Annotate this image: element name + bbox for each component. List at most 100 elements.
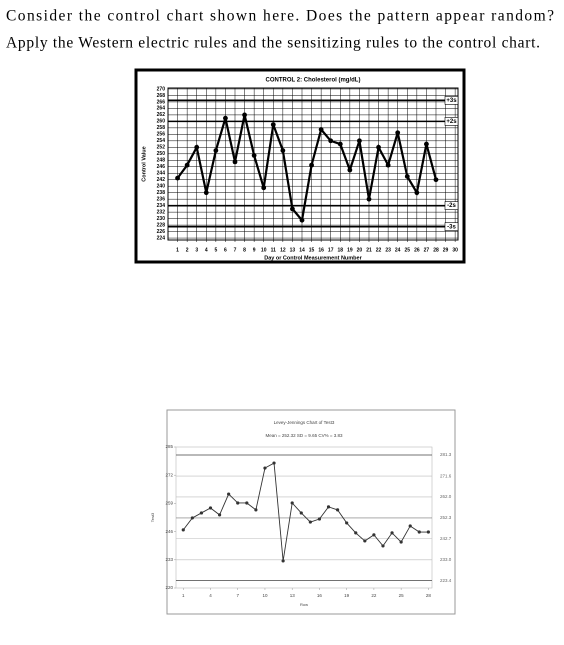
data-point	[270, 122, 276, 128]
data-point	[366, 196, 372, 202]
x-tick-label: 4	[209, 593, 212, 598]
data-point	[217, 513, 222, 517]
limit-label: -2s	[447, 203, 456, 209]
x-tick-label: 13	[290, 593, 296, 598]
y-tick-label: 272	[165, 472, 173, 477]
data-point	[263, 466, 267, 470]
chart-frame	[166, 409, 456, 615]
y-tick-label: 264	[157, 106, 166, 112]
data-point	[308, 520, 312, 524]
data-point	[385, 162, 391, 168]
data-point	[223, 115, 228, 121]
x-tick-label: 10	[262, 593, 268, 598]
x-tick-label: 15	[309, 247, 315, 253]
x-tick-label: 29	[443, 247, 449, 253]
data-point	[232, 159, 238, 165]
y-tick-label: 259	[165, 501, 173, 506]
data-point	[399, 540, 403, 544]
limit-label: -3s	[447, 224, 456, 230]
x-tick-label: 2	[186, 247, 189, 253]
x-tick-label: 14	[299, 247, 305, 253]
data-point	[175, 175, 180, 181]
data-point	[261, 185, 267, 191]
data-point	[190, 516, 194, 520]
x-tick-label: 5	[214, 247, 217, 253]
x-tick-label: 25	[399, 593, 405, 598]
data-point	[254, 508, 258, 512]
data-point	[354, 531, 358, 535]
y-tick-label: 232	[157, 209, 166, 215]
x-tick-label: 11	[271, 247, 277, 253]
x-tick-label: 18	[337, 247, 343, 253]
x-tick-label: 17	[328, 247, 334, 253]
y-tick-label: 220	[165, 585, 173, 590]
x-tick-label: 1	[176, 247, 179, 253]
data-point	[245, 501, 249, 505]
data-point	[181, 528, 185, 532]
y-tick-label: 233	[165, 557, 173, 562]
y-axis-label: Control Value	[141, 146, 147, 181]
y-tick-label: 250	[157, 151, 166, 157]
limit-label-box	[444, 201, 459, 210]
data-point	[290, 206, 295, 212]
data-point	[317, 517, 322, 521]
x-tick-label: 30	[452, 247, 458, 253]
y2-tick-label: 223.4	[440, 578, 452, 583]
y2-tick-label: 242.7	[440, 536, 452, 541]
y2-tick-label: 271.6	[440, 473, 452, 478]
y-tick-label: 226	[157, 229, 166, 235]
data-point	[408, 524, 412, 528]
chart-title: Levey-Jennings Chart of Test3	[274, 420, 335, 425]
x-tick-label: 22	[376, 247, 382, 253]
y-tick-label: 224	[157, 235, 166, 241]
y-tick-label: 256	[157, 132, 166, 138]
data-point	[236, 501, 240, 505]
limit-label-box	[444, 96, 459, 105]
x-tick-label: 7	[234, 247, 237, 253]
y-tick-label: 285	[165, 444, 173, 449]
data-point	[280, 148, 286, 153]
data-point	[390, 531, 394, 535]
data-point	[345, 521, 349, 525]
y-tick-label: 234	[157, 203, 166, 209]
x-tick-label: 19	[347, 247, 353, 253]
y-axis-label: Test3	[150, 512, 155, 522]
x-tick-label: 21	[366, 247, 372, 253]
limit-label-box	[444, 222, 459, 232]
data-point	[199, 511, 204, 515]
data-point	[242, 112, 247, 118]
x-axis-label: Row	[300, 602, 308, 607]
data-point	[272, 461, 276, 465]
x-tick-label: 26	[414, 247, 420, 253]
data-point	[363, 539, 367, 543]
y-tick-label: 266	[157, 99, 166, 105]
data-point	[426, 530, 430, 534]
y-tick-label: 246	[157, 164, 166, 170]
y-tick-label: 262	[157, 112, 166, 118]
x-tick-label: 20	[357, 247, 363, 253]
x-tick-label: 22	[371, 593, 377, 598]
data-point	[281, 559, 285, 563]
x-tick-label: 3	[195, 247, 198, 253]
x-tick-label: 6	[224, 247, 227, 253]
x-tick-label: 10	[261, 247, 267, 253]
data-point	[424, 141, 429, 147]
question-line: Consider the control chart shown here. D…	[6, 8, 554, 25]
x-tick-label: 24	[395, 247, 401, 253]
x-tick-label: 4	[205, 247, 208, 253]
y-tick-label: 268	[157, 93, 166, 99]
data-point	[318, 127, 324, 132]
y-tick-label: 252	[157, 145, 166, 151]
chart-title: CONTROL 2: Cholesterol (mg/dL)	[266, 78, 361, 84]
plot-area	[167, 87, 459, 241]
y-tick-label: 260	[157, 119, 166, 125]
data-point	[251, 153, 257, 158]
y-tick-label: 270	[157, 86, 166, 92]
plot-area	[175, 446, 433, 589]
data-point	[290, 501, 294, 505]
y-tick-label: 242	[157, 177, 166, 183]
y-tick-label: 240	[157, 184, 166, 190]
y2-tick-label: 262.0	[440, 494, 452, 499]
y-tick-label: 254	[157, 138, 166, 144]
